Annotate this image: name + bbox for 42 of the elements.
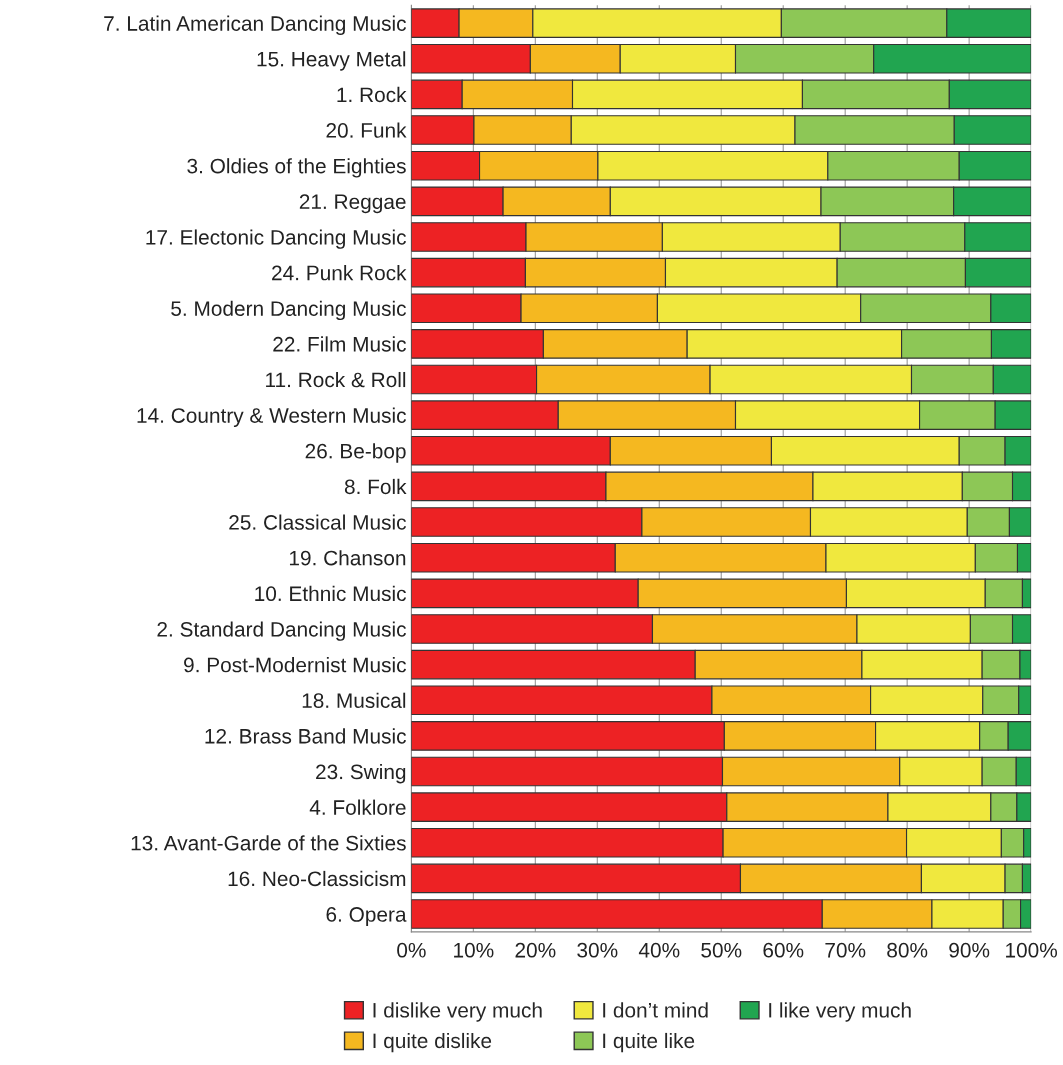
- x-tick-label: 10%: [454, 942, 494, 958]
- y-tick-label: 16. Neo-Classicism: [228, 870, 406, 887]
- x-tick-label: 90%: [949, 942, 990, 958]
- x-tick-label: 30%: [577, 942, 618, 958]
- y-tick-label: 3. Oldies of the Eighties: [187, 158, 406, 178]
- x-tick-label: 20%: [515, 942, 556, 958]
- x-tick-label: 80%: [887, 942, 928, 958]
- y-tick-label: 24. Punk Rock: [272, 265, 407, 281]
- legend-label: I quite dislike: [373, 1032, 492, 1053]
- y-tick-label: 8. Folk: [344, 478, 407, 495]
- x-tick-label: 50%: [701, 942, 742, 958]
- y-tick-label: 12. Brass Band Music: [205, 728, 406, 744]
- y-tick-label: 5. Modern Dancing Music: [171, 300, 406, 321]
- y-tick-label: 21. Reggae: [299, 194, 406, 214]
- y-tick-label: 18. Musical: [302, 692, 406, 708]
- x-tick-label: 70%: [825, 942, 866, 958]
- y-tick-label: 23. Swing: [316, 763, 406, 784]
- y-tick-label: 10. Ethnic Music: [255, 585, 406, 602]
- x-tick-label: 0%: [397, 942, 426, 958]
- y-tick-label: 19. Chanson: [289, 550, 406, 566]
- x-tick-label: 40%: [638, 942, 680, 958]
- y-tick-label: 17. Electonic Dancing Music: [146, 229, 406, 249]
- y-tick-label: 6. Opera: [326, 907, 407, 926]
- y-tick-label: 25. Classical Music: [229, 514, 406, 530]
- y-tick-label: 15. Heavy Metal: [257, 51, 406, 71]
- y-tick-label: 4. Folklore: [309, 799, 406, 815]
- y-tick-label: 20. Funk: [326, 122, 407, 138]
- legend-label: I don’t mind: [603, 1002, 708, 1018]
- y-tick-label: 22. Film Music: [273, 336, 406, 352]
- y-tick-label: 13. Avant-Garde of the Sixties: [131, 835, 406, 851]
- y-tick-label: 14. Country & Western Music: [137, 407, 406, 428]
- legend-label: I quite like: [603, 1032, 695, 1053]
- y-tick-label: 9. Post-Modernist Music: [184, 657, 406, 673]
- y-tick-label: 2. Standard Dancing Music: [157, 621, 406, 641]
- legend-label: I like very much: [769, 1002, 911, 1022]
- legend-label: I dislike very much: [373, 1002, 542, 1022]
- x-tick-label: 60%: [763, 942, 804, 958]
- y-tick-label: 11. Rock & Roll: [266, 371, 406, 388]
- x-tick-label: 100%: [1006, 942, 1058, 958]
- y-tick-label: 1. Rock: [337, 86, 407, 103]
- y-tick-label: 26. Be-bop: [305, 443, 406, 463]
- y-tick-label: 7. Latin American Dancing Music: [104, 15, 406, 36]
